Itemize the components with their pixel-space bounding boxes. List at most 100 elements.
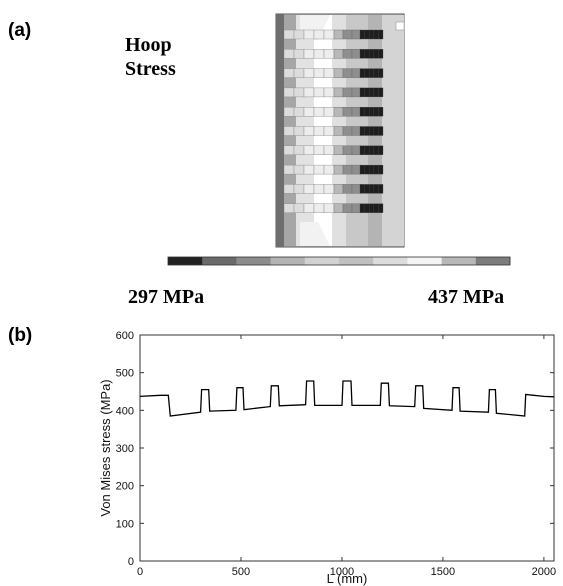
mesh-cell [369, 49, 374, 59]
mesh-cell [378, 164, 384, 175]
mesh-cell [303, 203, 315, 213]
axis-ticks: 0 500 1000 1500 2000 0 100 200 300 400 500 600 [116, 330, 557, 578]
mesh-cell [283, 203, 295, 213]
mesh-cell [333, 203, 344, 213]
mesh-cell [369, 164, 374, 175]
series-layer [139, 380, 555, 417]
mesh-cell [342, 164, 353, 175]
conductor-layer [283, 164, 384, 175]
mesh-cell [333, 164, 344, 175]
mesh-cell [323, 145, 335, 156]
mesh-cell [313, 164, 325, 175]
mesh-cell [378, 145, 384, 155]
mesh-cell [303, 184, 315, 194]
mesh-cell [313, 184, 325, 194]
mesh-cell [323, 184, 335, 194]
mesh-cell [283, 184, 295, 194]
x-axis-label: L (mm) [327, 571, 368, 586]
x-tick-label: 1000 [330, 566, 354, 578]
mesh-cell [369, 87, 374, 98]
mesh-cell [283, 49, 295, 59]
conductor-layer [283, 184, 384, 194]
mesh-cell [342, 106, 353, 117]
conductor-layer [283, 145, 384, 156]
mesh-cell [369, 126, 374, 136]
mesh-cell [283, 29, 295, 40]
mesh-cell [351, 68, 362, 78]
colorbar-segment [236, 257, 272, 265]
mesh-cell [369, 203, 374, 213]
mesh-cell [359, 184, 365, 194]
mesh-cell [364, 107, 370, 117]
mesh-cell [323, 106, 335, 117]
left-edge-band [276, 14, 284, 247]
mesh-cell [303, 126, 315, 136]
mesh-cell [373, 107, 379, 117]
mesh-cell [333, 106, 344, 117]
conductor-layer [283, 203, 384, 213]
mesh-cell [364, 49, 370, 59]
mesh-cell [373, 68, 379, 78]
mesh-cell [373, 184, 379, 194]
conductor-layer [283, 106, 384, 117]
mesh-cell [342, 29, 353, 40]
mesh-cell [359, 164, 365, 175]
mesh-cell [313, 29, 325, 40]
mesh-cell [351, 184, 362, 194]
hoop-stress-title: Hoop Stress [125, 33, 176, 81]
scale-min-label: 297 MPa [128, 286, 205, 308]
mesh-cell [303, 145, 315, 156]
mesh-cell [342, 68, 353, 78]
y-tick-label: 600 [116, 330, 134, 342]
mesh-cell [303, 68, 315, 78]
mesh-cell [342, 184, 353, 194]
mesh-cell [373, 145, 379, 155]
colorbar-frame [167, 256, 511, 266]
mesh-cell [333, 87, 344, 98]
mesh-cell [303, 164, 315, 175]
mesh-cell [303, 49, 315, 59]
mesh-cell [359, 145, 365, 155]
y-tick-label: 0 [128, 556, 134, 568]
conductor-layer [283, 49, 384, 59]
mesh-cell [359, 107, 365, 117]
mesh-cell [378, 107, 384, 117]
mesh-cell [323, 29, 335, 40]
title-line-2: Stress [125, 58, 176, 80]
mesh-cell [283, 145, 295, 156]
mesh-cell [293, 68, 305, 78]
panel-a-label: (a) [8, 20, 32, 41]
mesh-cell [369, 29, 374, 40]
x-tick-label: 2000 [532, 566, 556, 578]
mesh-cell [303, 106, 315, 117]
conductor-layer [283, 68, 384, 78]
mesh-cell [342, 126, 353, 136]
mesh-cell [313, 203, 325, 213]
colorbar-segment [339, 257, 374, 265]
mesh-cell [323, 68, 335, 78]
mesh-cell [369, 184, 374, 194]
y-tick-label: 500 [116, 368, 134, 380]
mesh-cell [333, 29, 344, 40]
mesh-cell [369, 68, 374, 78]
x-tick-label: 500 [232, 566, 250, 578]
x-tick-label: 0 [137, 566, 143, 578]
mesh-cell [364, 87, 370, 98]
mesh-cell [293, 184, 305, 194]
mesh-cell [342, 203, 353, 213]
mesh-cell [303, 87, 315, 98]
mesh-cell [323, 203, 335, 213]
mesh-cell [373, 29, 379, 40]
mesh-cell [293, 49, 305, 59]
mesh-cell [378, 203, 384, 213]
conductor-layer [283, 87, 384, 98]
mesh-cell [351, 29, 362, 40]
mesh-cell [378, 184, 384, 194]
mesh-cell [333, 126, 344, 136]
mesh-cell [342, 145, 353, 156]
conductor-layer [283, 126, 384, 136]
x-tick-label: 1500 [431, 566, 455, 578]
mesh-cell [323, 87, 335, 98]
contour-band [382, 15, 404, 246]
mesh-cell [333, 145, 344, 156]
